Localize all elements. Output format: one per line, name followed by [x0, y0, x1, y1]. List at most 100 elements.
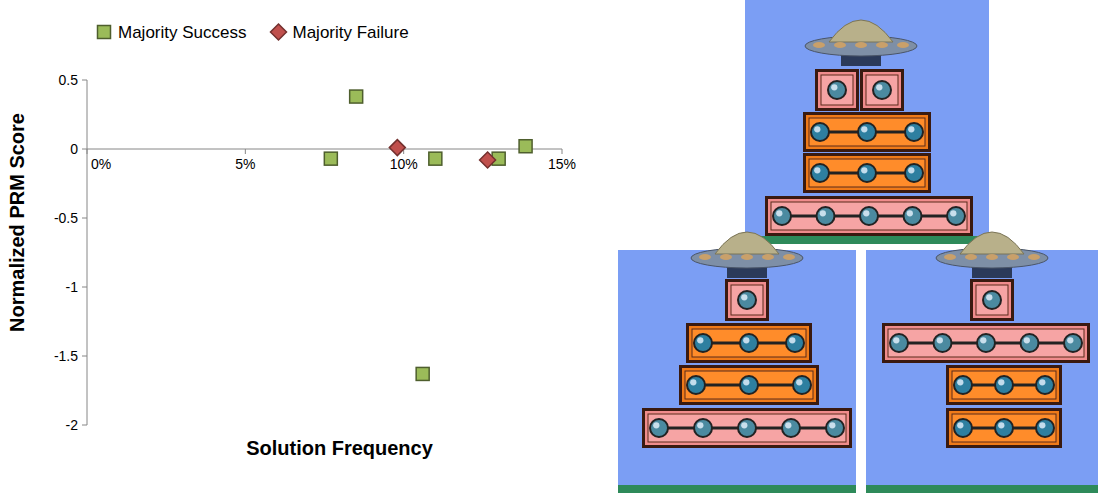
block-frame: [679, 365, 819, 405]
block-dot: [977, 334, 995, 352]
block-inner: [952, 371, 1056, 399]
ufo-light: [1007, 254, 1019, 260]
block-shine: [789, 337, 795, 343]
ufo-dome: [829, 20, 893, 42]
block: [728, 282, 766, 318]
block-inner: [731, 285, 763, 315]
sky: [745, 0, 989, 244]
block-frame: [815, 69, 859, 111]
ufo-light: [876, 42, 888, 48]
block-dot: [694, 419, 712, 437]
ufo-light: [944, 254, 956, 260]
ufo-light: [986, 254, 998, 260]
point: [350, 90, 363, 103]
y-axis: [87, 80, 88, 425]
y-tick-label: -2: [66, 417, 79, 433]
block-shine: [957, 422, 963, 428]
ufo-light: [699, 254, 711, 260]
block-shine: [861, 126, 867, 132]
block-frame: [970, 279, 1014, 321]
block-shine: [980, 337, 986, 343]
block-shine: [796, 379, 802, 385]
point: [429, 152, 442, 165]
block: [949, 411, 1059, 445]
block-dot: [858, 164, 876, 182]
y-axis-title: Normalized PRM Score: [6, 113, 28, 332]
x-tick: [245, 149, 246, 154]
ufo-light: [720, 254, 732, 260]
ufo-dome: [960, 232, 1024, 254]
block-shine: [741, 422, 747, 428]
block: [682, 368, 816, 402]
block-dot: [1064, 334, 1082, 352]
point: [480, 152, 496, 168]
block-shine: [998, 422, 1004, 428]
block-dot: [811, 164, 829, 182]
block-shine: [814, 126, 820, 132]
block-dot: [786, 334, 804, 352]
block: [863, 72, 901, 108]
block-dot: [905, 164, 923, 182]
y-tick: [82, 218, 87, 219]
block-shine: [1039, 422, 1045, 428]
block-dot: [934, 334, 952, 352]
point: [416, 367, 429, 380]
x-axis: [87, 149, 562, 150]
y-tick-label: -1: [66, 279, 79, 295]
block-shine: [831, 84, 837, 90]
block-dot: [904, 207, 922, 225]
x-axis-title: Solution Frequency: [246, 437, 434, 459]
x-tick: [87, 149, 88, 154]
x-tick-label: 15%: [548, 156, 576, 172]
block-dot: [740, 376, 758, 394]
block-shine: [743, 379, 749, 385]
point: [519, 140, 532, 153]
block-frame: [946, 365, 1062, 405]
block-shine: [861, 167, 867, 173]
block: [806, 156, 928, 190]
y-tick: [82, 356, 87, 357]
block-shine: [829, 422, 835, 428]
ground: [866, 485, 1098, 493]
block-inner: [771, 202, 967, 230]
block-frame: [860, 69, 904, 111]
game-screenshot: [745, 0, 989, 244]
game-screenshot: [866, 232, 1098, 493]
block-dot: [694, 334, 712, 352]
block-dot: [650, 419, 668, 437]
ufo-light: [855, 42, 867, 48]
block-inner: [692, 329, 806, 357]
block-dot: [890, 334, 908, 352]
block-dot: [947, 207, 965, 225]
block-dot: [860, 207, 878, 225]
ufo-dome: [715, 232, 779, 254]
block-frame: [946, 408, 1062, 448]
block-shine: [893, 337, 899, 343]
point: [389, 140, 405, 156]
block-shine: [697, 337, 703, 343]
y-tick-label: 0: [70, 141, 78, 157]
block-shine: [776, 210, 782, 216]
block-dot: [1021, 334, 1039, 352]
block-dot: [858, 123, 876, 141]
game-screenshot: [618, 232, 856, 493]
block: [885, 326, 1087, 360]
block-dot: [828, 81, 846, 99]
y-tick-label: -1.5: [54, 348, 78, 364]
block: [645, 411, 849, 445]
block-shine: [957, 379, 963, 385]
block-inner: [685, 371, 813, 399]
y-tick: [82, 149, 87, 150]
block-shine: [908, 126, 914, 132]
ufo-light: [783, 254, 795, 260]
block-shine: [998, 379, 1004, 385]
block-dot: [905, 123, 923, 141]
block-dot: [983, 291, 1001, 309]
block-frame: [803, 112, 931, 152]
block-dot: [773, 207, 791, 225]
point: [324, 152, 337, 165]
block-shine: [697, 422, 703, 428]
block-dot: [740, 334, 758, 352]
block-dot: [811, 123, 829, 141]
x-tick-label: 0%: [91, 156, 111, 172]
